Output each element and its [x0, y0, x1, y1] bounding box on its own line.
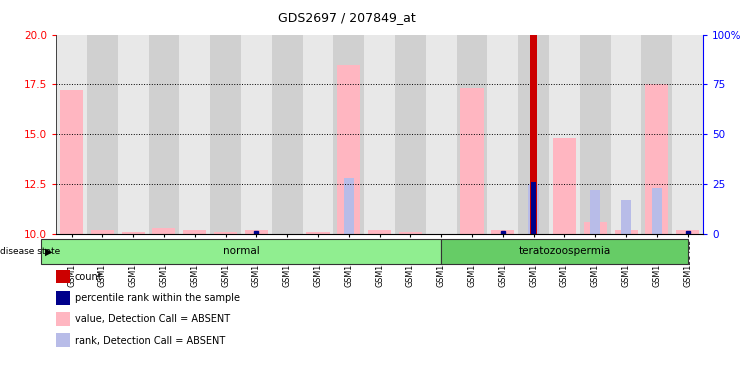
Bar [245, 230, 268, 234]
Bar [426, 35, 456, 234]
Bar [241, 35, 272, 234]
Text: value, Detection Call = ABSENT: value, Detection Call = ABSENT [75, 314, 230, 324]
Bar [441, 240, 687, 264]
Bar [590, 190, 601, 234]
Bar [56, 35, 87, 234]
Bar [153, 228, 176, 234]
Bar [40, 240, 441, 264]
Bar [368, 230, 391, 234]
Bar [149, 35, 180, 234]
Text: disease state: disease state [0, 247, 61, 256]
Bar [583, 222, 607, 234]
Bar [334, 35, 364, 234]
Text: rank, Detection Call = ABSENT: rank, Detection Call = ABSENT [75, 336, 225, 346]
Bar [122, 232, 144, 234]
Bar [553, 138, 576, 234]
Bar [395, 35, 426, 234]
Bar [183, 230, 206, 234]
Bar [646, 84, 669, 234]
Bar [652, 188, 662, 234]
Bar [642, 35, 672, 234]
Bar [272, 35, 303, 234]
Bar [307, 232, 330, 234]
Text: percentile rank within the sample: percentile rank within the sample [75, 293, 240, 303]
Bar [343, 178, 354, 234]
Bar [580, 35, 610, 234]
Text: ▶: ▶ [45, 247, 52, 257]
Text: count: count [75, 272, 102, 282]
Bar [456, 35, 488, 234]
Text: GDS2697 / 207849_at: GDS2697 / 207849_at [278, 12, 416, 25]
Bar [518, 35, 549, 234]
Bar [214, 232, 237, 234]
Bar [337, 65, 361, 234]
Bar [117, 35, 149, 234]
Bar [610, 35, 642, 234]
Bar [676, 230, 699, 234]
Bar [529, 184, 539, 234]
Bar [210, 35, 241, 234]
Bar [615, 230, 637, 234]
Text: teratozoospermia: teratozoospermia [518, 246, 610, 256]
Bar [621, 200, 631, 234]
Bar [303, 35, 334, 234]
Bar [180, 35, 210, 234]
Bar [531, 182, 536, 234]
Bar [87, 35, 117, 234]
Bar [60, 91, 83, 234]
Bar [488, 35, 518, 234]
Bar [491, 230, 515, 234]
Bar [672, 35, 703, 234]
Text: normal: normal [223, 246, 260, 256]
Bar [364, 35, 395, 234]
Bar [399, 232, 422, 234]
Bar [461, 88, 484, 234]
Bar [530, 35, 537, 234]
Bar [549, 35, 580, 234]
Bar [91, 230, 114, 234]
